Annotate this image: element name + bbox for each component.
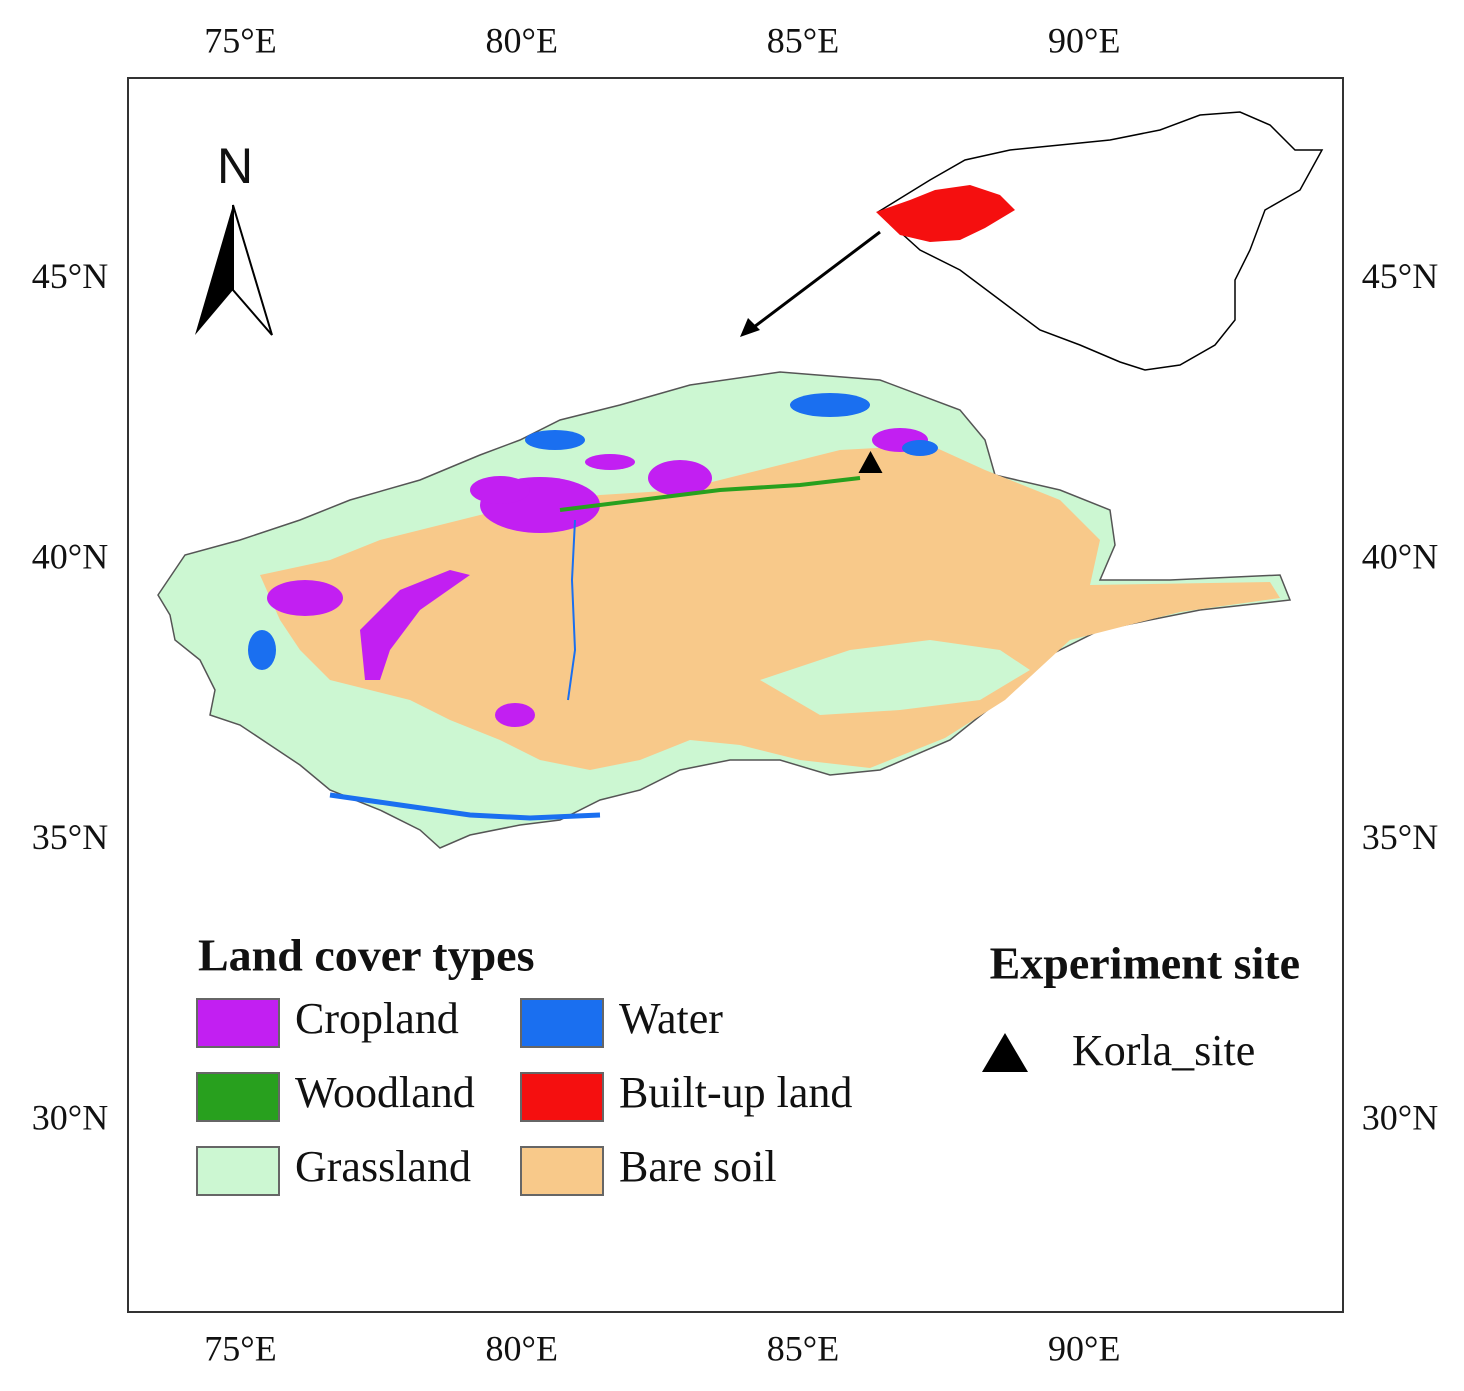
legend-swatch <box>196 998 280 1048</box>
land-cover-patch <box>525 430 585 450</box>
legend-label: Cropland <box>295 994 459 1043</box>
north-label: N <box>217 138 253 194</box>
land-cover-patch <box>559 476 861 512</box>
legend-label: Grassland <box>295 1142 471 1191</box>
legend-swatch <box>520 998 604 1048</box>
x-tick-label: 90°E <box>1048 1328 1120 1368</box>
site-legend-symbol <box>982 1033 1028 1072</box>
site-marker <box>858 451 883 474</box>
land-cover-patch <box>585 454 635 470</box>
legend-swatch <box>196 1146 280 1196</box>
x-tick-label: 85°E <box>767 20 839 60</box>
y-tick-label: 40°N <box>1362 537 1438 577</box>
land-cover-patch <box>360 570 470 680</box>
land-cover-patch <box>648 460 712 496</box>
inset-region <box>876 185 1015 242</box>
site-legend-title: Experiment site <box>990 938 1300 989</box>
legend-swatch <box>196 1072 280 1122</box>
site-legend-label: Korla_site <box>1072 1026 1255 1075</box>
legend-label: Built-up land <box>619 1068 852 1117</box>
land-cover-patch <box>495 703 535 727</box>
north-arrow <box>232 204 273 336</box>
legend-swatch <box>520 1072 604 1122</box>
land-cover-patch <box>267 580 343 616</box>
land-cover-patch <box>790 393 870 417</box>
x-tick-label: 75°E <box>204 20 276 60</box>
y-tick-label: 45°N <box>1362 256 1438 296</box>
y-tick-label: 35°N <box>32 817 108 857</box>
x-tick-label: 80°E <box>486 1328 558 1368</box>
legend-label: Water <box>619 994 723 1043</box>
land-cover-patch <box>300 700 520 800</box>
legend-label: Woodland <box>295 1068 475 1117</box>
locator-arrowhead <box>740 318 760 337</box>
legend-label: Bare soil <box>619 1142 777 1191</box>
land-cover-patch <box>329 792 601 821</box>
x-tick-label: 90°E <box>1048 20 1120 60</box>
x-tick-label: 85°E <box>767 1328 839 1368</box>
y-tick-label: 35°N <box>1362 817 1438 857</box>
legend-title: Land cover types <box>198 930 535 981</box>
land-cover-patch <box>902 440 938 456</box>
y-tick-label: 40°N <box>32 537 108 577</box>
y-tick-label: 30°N <box>1362 1098 1438 1138</box>
land-cover-patch <box>567 519 577 701</box>
x-tick-label: 75°E <box>204 1328 276 1368</box>
land-cover-patch <box>470 476 530 504</box>
land-cover-patch <box>248 630 276 670</box>
land-cover-patch <box>760 640 1030 715</box>
y-tick-label: 45°N <box>32 256 108 296</box>
north-arrow <box>195 205 233 335</box>
x-tick-label: 80°E <box>486 20 558 60</box>
legend-swatch <box>520 1146 604 1196</box>
locator-arrow <box>749 230 881 332</box>
y-tick-label: 30°N <box>32 1098 108 1138</box>
inset-country <box>876 111 1324 371</box>
